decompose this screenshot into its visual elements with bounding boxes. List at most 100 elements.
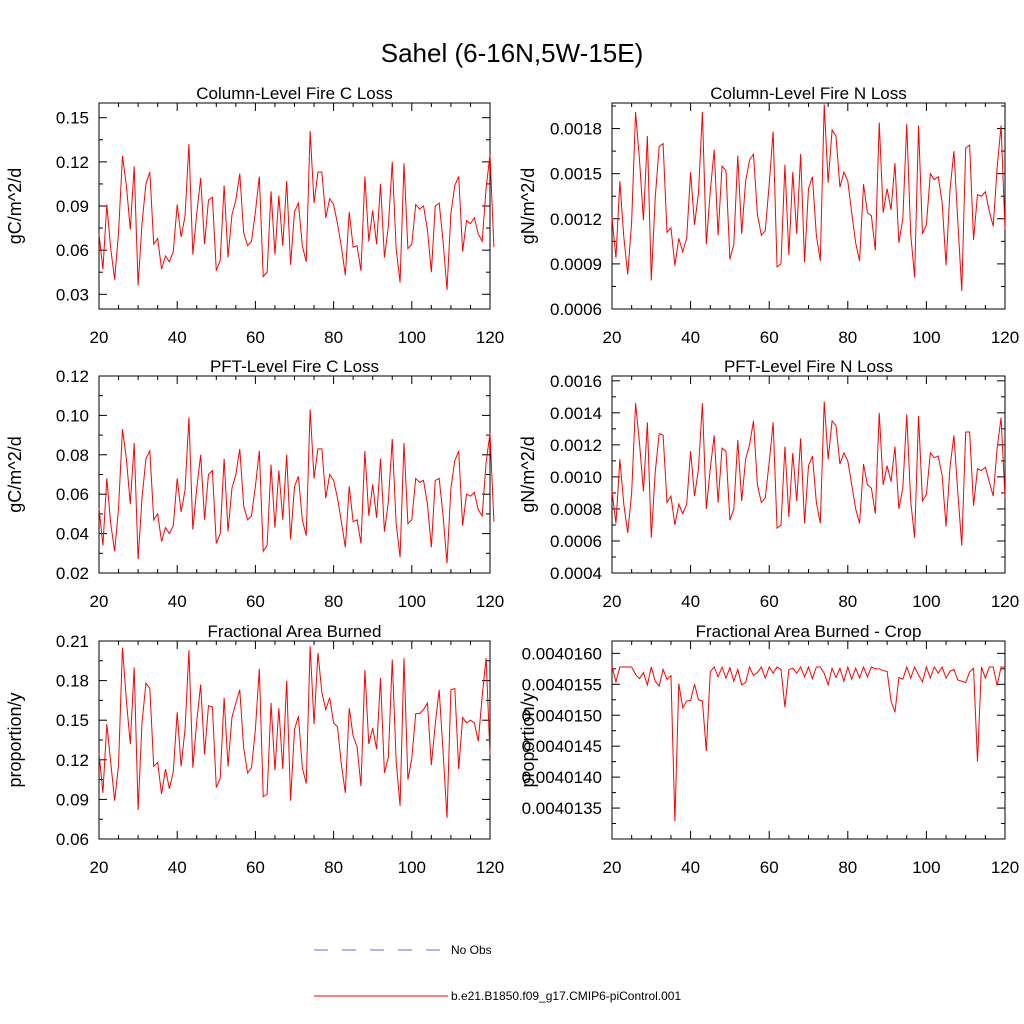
y-tick-label: 0.0018 <box>550 120 602 139</box>
x-tick-label: 20 <box>90 858 109 877</box>
y-tick-label: 0.0004 <box>550 564 602 583</box>
y-tick-label: 0.10 <box>56 406 89 425</box>
x-tick-label: 120 <box>991 592 1019 611</box>
y-tick-label: 0.09 <box>56 790 89 809</box>
x-tick-label: 40 <box>681 592 700 611</box>
y-tick-label: 0.15 <box>56 109 89 128</box>
x-tick-label: 80 <box>324 592 343 611</box>
y-axis-label: proportion/y <box>518 692 538 787</box>
y-tick-label: 0.21 <box>56 632 89 651</box>
x-tick-label: 120 <box>991 858 1019 877</box>
y-tick-label: 0.02 <box>56 564 89 583</box>
y-tick-label: 0.0014 <box>550 404 602 423</box>
x-tick-label: 40 <box>681 328 700 347</box>
x-tick-label: 80 <box>838 328 857 347</box>
x-tick-label: 100 <box>398 328 426 347</box>
x-tick-label: 100 <box>398 858 426 877</box>
y-tick-label: 0.0012 <box>550 436 602 455</box>
legend-model-label: b.e21.B1850.f09_g17.CMIP6-piControl.001 <box>451 989 681 1003</box>
x-tick-label: 60 <box>760 858 779 877</box>
y-tick-label: 0.06 <box>56 830 89 849</box>
y-tick-label: 0.0040150 <box>522 706 602 725</box>
x-tick-label: 100 <box>398 592 426 611</box>
y-tick-label: 0.03 <box>56 285 89 304</box>
x-tick-label: 20 <box>90 328 109 347</box>
x-tick-label: 80 <box>324 858 343 877</box>
y-axis-label: gN/m^2/d <box>518 436 538 512</box>
panel-pft-fire-n-loss: PFT-Level Fire N Loss gN/m^2/d 20 40 60 80 100… <box>518 357 1019 611</box>
x-tick-label: 40 <box>681 858 700 877</box>
y-tick-label: 0.0008 <box>550 500 602 519</box>
y-axis-label: gC/m^2/d <box>5 436 25 512</box>
y-tick-label: 0.0006 <box>550 532 602 551</box>
x-tick-label: 120 <box>991 328 1019 347</box>
x-tick-label: 40 <box>168 858 187 877</box>
series-line <box>98 130 495 290</box>
y-tick-label: 0.0040140 <box>522 768 602 787</box>
panel-title: Column-Level Fire C Loss <box>196 84 393 103</box>
panel-fractional-area-burned: Fractional Area Burned proportion/y 20 40 60… <box>5 622 504 877</box>
plot-frame <box>611 375 1006 574</box>
series-line <box>98 646 491 818</box>
x-tick-label: 100 <box>912 592 940 611</box>
y-tick-label: 0.0040135 <box>522 799 602 818</box>
y-tick-label: 0.12 <box>56 153 89 172</box>
plot-frame <box>98 102 491 310</box>
plot-frame <box>98 640 491 840</box>
series-line <box>98 409 495 564</box>
x-tick-label: 60 <box>246 592 265 611</box>
x-tick-label: 20 <box>603 858 622 877</box>
panel-title: Column-Level Fire N Loss <box>710 84 907 103</box>
y-tick-label: 0.09 <box>56 197 89 216</box>
y-tick-label: 0.0015 <box>550 165 602 184</box>
x-tick-label: 60 <box>760 592 779 611</box>
y-tick-label: 0.0010 <box>550 468 602 487</box>
panel-title: Fractional Area Burned <box>208 622 382 641</box>
x-tick-label: 120 <box>476 858 504 877</box>
x-tick-label: 40 <box>168 328 187 347</box>
panel-title: Fractional Area Burned - Crop <box>696 622 922 641</box>
x-tick-label: 60 <box>760 328 779 347</box>
y-axis-label: proportion/y <box>5 692 25 787</box>
y-axis-label: gN/m^2/d <box>518 168 538 244</box>
panel-column-fire-n-loss: Column-Level Fire N Loss gN/m^2/d 20 40 60 80… <box>518 84 1019 347</box>
x-tick-label: 80 <box>838 858 857 877</box>
x-tick-label: 20 <box>603 592 622 611</box>
y-tick-label: 0.06 <box>56 241 89 260</box>
y-tick-label: 0.06 <box>56 485 89 504</box>
y-tick-label: 0.04 <box>56 525 89 544</box>
figure-title: Sahel (6-16N,5W-15E) <box>381 38 644 68</box>
x-tick-label: 80 <box>838 592 857 611</box>
x-tick-label: 60 <box>246 858 265 877</box>
y-tick-label: 0.0012 <box>550 210 602 229</box>
panel-title: PFT-Level Fire N Loss <box>724 357 893 376</box>
y-tick-label: 0.0009 <box>550 255 602 274</box>
panel-pft-fire-c-loss: PFT-Level Fire C Loss gC/m^2/d 20 40 60 80 100… <box>5 357 504 611</box>
panel-column-fire-c-loss: Column-Level Fire C Loss gC/m^2/d 20 40 60 80… <box>5 84 504 347</box>
x-tick-label: 120 <box>476 592 504 611</box>
y-tick-label: 0.0040155 <box>522 675 602 694</box>
x-tick-label: 20 <box>603 328 622 347</box>
x-tick-label: 100 <box>912 858 940 877</box>
series-line <box>611 401 1006 546</box>
x-tick-label: 40 <box>168 592 187 611</box>
y-tick-label: 0.0006 <box>550 300 602 319</box>
x-tick-label: 100 <box>912 328 940 347</box>
x-tick-label: 120 <box>476 328 504 347</box>
y-tick-label: 0.0040160 <box>522 644 602 663</box>
y-tick-label: 0.12 <box>56 367 89 386</box>
y-tick-label: 0.08 <box>56 446 89 465</box>
x-tick-label: 20 <box>90 592 109 611</box>
x-tick-label: 80 <box>324 328 343 347</box>
y-tick-label: 0.0040145 <box>522 737 602 756</box>
y-tick-label: 0.0016 <box>550 372 602 391</box>
x-tick-label: 60 <box>246 328 265 347</box>
y-tick-label: 0.12 <box>56 751 89 770</box>
panel-fractional-area-burned-crop: Fractional Area Burned - Crop proportion/… <box>518 622 1019 877</box>
y-tick-label: 0.18 <box>56 672 89 691</box>
legend: No Obs b.e21.B1850.f09_g17.CMIP6-piContr… <box>314 943 681 1003</box>
y-tick-label: 0.15 <box>56 711 89 730</box>
series-line <box>611 104 1006 291</box>
series-line <box>611 665 1005 822</box>
